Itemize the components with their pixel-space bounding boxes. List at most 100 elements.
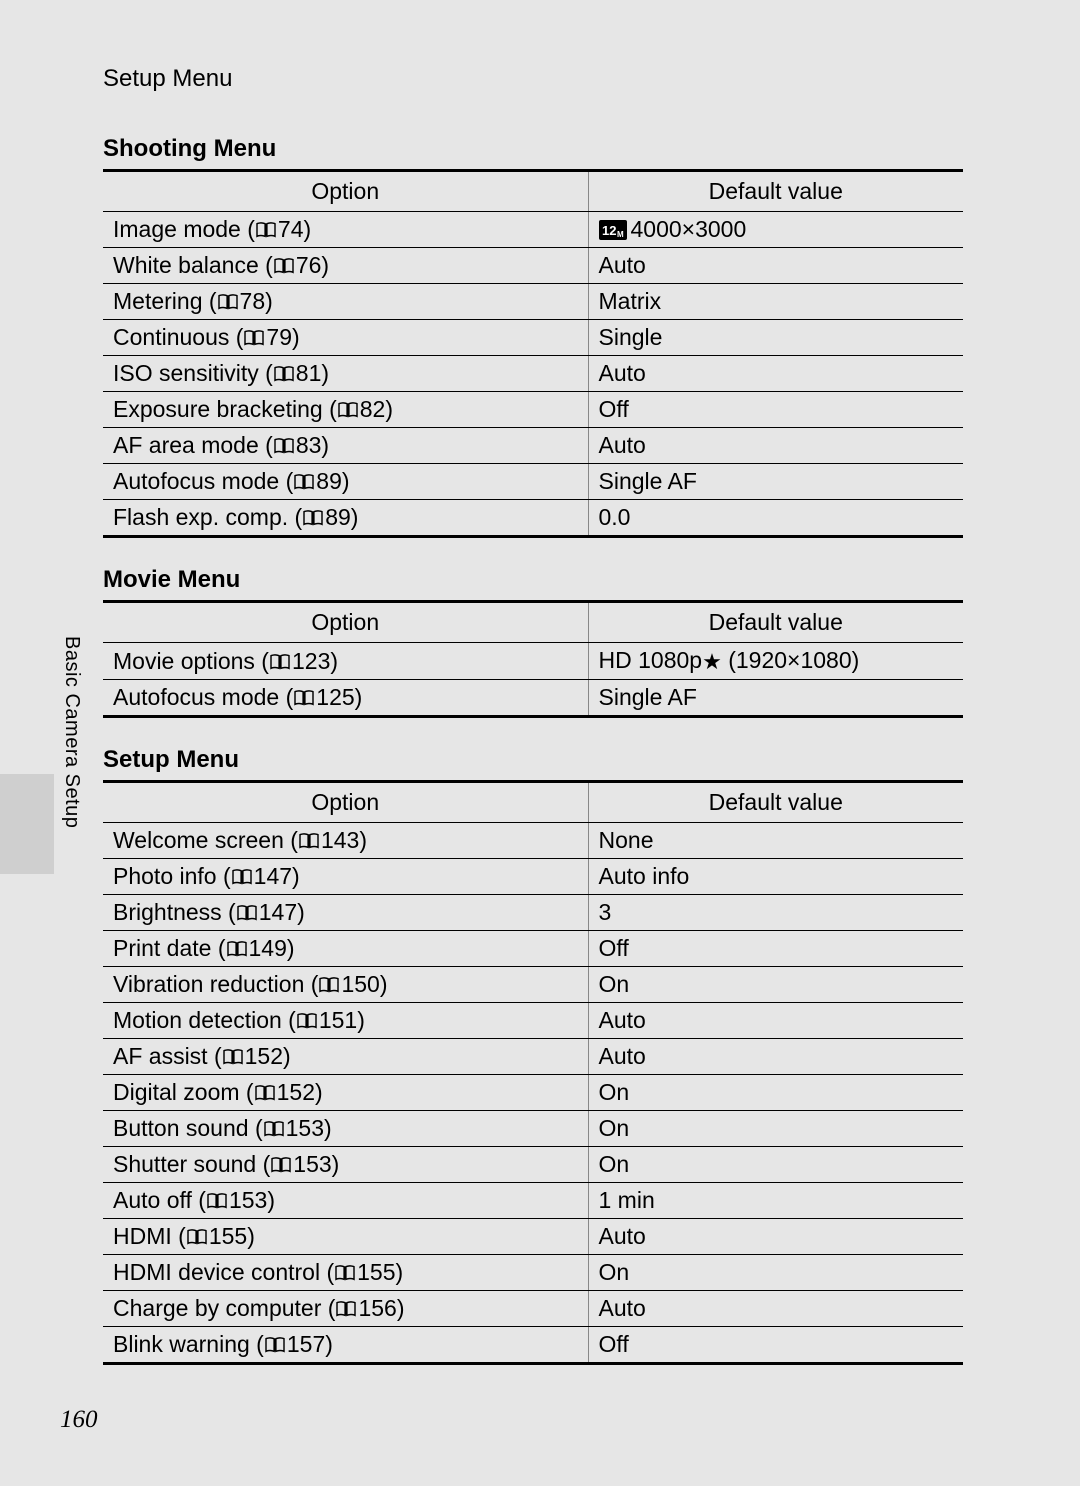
menu-section: Setup MenuOptionDefault valueWelcome scr… <box>65 746 990 1365</box>
table-row: Exposure bracketing (82)Off <box>103 392 963 428</box>
table-row: Flash exp. comp. (89) 0.0 <box>103 500 963 537</box>
default-value-text: Single AF <box>599 684 697 710</box>
default-value-cell: 1 min <box>588 1183 963 1219</box>
page-ref-icon <box>206 1192 228 1210</box>
table-row: Autofocus mode (125) Single AF <box>103 680 963 717</box>
column-header-default-value: Default value <box>588 782 963 823</box>
page-ref-number: 123 <box>292 648 330 674</box>
table-row: Charge by computer (156)Auto <box>103 1291 963 1327</box>
table-row: White balance (76)Auto <box>103 248 963 284</box>
menu-table: OptionDefault valueMovie options (123)HD… <box>103 600 963 718</box>
option-label: Autofocus mode <box>113 468 279 494</box>
menu-table: OptionDefault valueWelcome screen (143)N… <box>103 780 963 1365</box>
page-ref-number: 89 <box>325 504 351 530</box>
option-cell: Shutter sound (153) <box>103 1147 588 1183</box>
option-cell: Continuous (79) <box>103 320 588 356</box>
option-label: Metering <box>113 288 202 314</box>
default-value-text: On <box>599 1115 630 1141</box>
default-value-cell: Auto <box>588 356 963 392</box>
option-cell: Autofocus mode (125) <box>103 680 588 717</box>
page-ref-icon <box>273 365 295 383</box>
option-cell: Flash exp. comp. (89) <box>103 500 588 537</box>
table-row: Brightness (147) 3 <box>103 895 963 931</box>
page-ref-number: 149 <box>249 935 287 961</box>
page-ref-number: 81 <box>296 360 322 386</box>
option-cell: Auto off (153) <box>103 1183 588 1219</box>
page-ref-number: 89 <box>316 468 342 494</box>
page-ref-icon <box>335 1300 357 1318</box>
option-label: AF assist <box>113 1043 208 1069</box>
default-value-cell: HD 1080p★ (1920×1080) <box>588 643 963 680</box>
page-ref-icon <box>273 257 295 275</box>
option-cell: HDMI device control (155) <box>103 1255 588 1291</box>
default-value-cell: Auto <box>588 428 963 464</box>
option-label: White balance <box>113 252 259 278</box>
page-ref-icon <box>334 1264 356 1282</box>
page-ref-icon <box>337 401 359 419</box>
option-label: Digital zoom <box>113 1079 240 1105</box>
default-value-cell: On <box>588 1111 963 1147</box>
sections-container: Shooting MenuOptionDefault valueImage mo… <box>65 135 990 1365</box>
page-ref-icon <box>254 1084 276 1102</box>
option-cell: Autofocus mode (89) <box>103 464 588 500</box>
page-ref-number: 151 <box>319 1007 357 1033</box>
table-row: Shutter sound (153) On <box>103 1147 963 1183</box>
option-cell: Vibration reduction (150) <box>103 967 588 1003</box>
option-cell: Brightness (147) <box>103 895 588 931</box>
page-ref-number: 74 <box>278 216 304 242</box>
option-label: Blink warning <box>113 1331 250 1357</box>
default-value-text: Auto <box>599 252 646 278</box>
default-value-text: 0.0 <box>599 504 631 530</box>
column-header-option: Option <box>103 602 588 643</box>
default-value-cell: Single AF <box>588 680 963 717</box>
table-row: Print date (149)Off <box>103 931 963 967</box>
default-value-text: On <box>599 1079 630 1105</box>
option-cell: Blink warning (157) <box>103 1327 588 1364</box>
page-ref-icon <box>186 1228 208 1246</box>
page-ref-number: 152 <box>277 1079 315 1105</box>
svg-text:M: M <box>617 230 624 239</box>
default-value-cell: Auto <box>588 1291 963 1327</box>
table-row: Blink warning (157)Off <box>103 1327 963 1364</box>
option-cell: Charge by computer (156) <box>103 1291 588 1327</box>
column-header-option: Option <box>103 782 588 823</box>
table-row: Vibration reduction (150) On <box>103 967 963 1003</box>
page: Setup Menu Shooting MenuOptionDefault va… <box>0 0 1080 1486</box>
default-value-cell: Auto <box>588 248 963 284</box>
default-value-text: 4000×3000 <box>631 216 747 242</box>
option-label: Exposure bracketing <box>113 396 323 422</box>
option-label: HDMI <box>113 1223 172 1249</box>
default-value-text: On <box>599 1151 630 1177</box>
default-value-cell: Auto info <box>588 859 963 895</box>
value-suffix: (1920×1080) <box>722 647 859 673</box>
side-tab-label: Basic Camera Setup <box>60 636 83 828</box>
default-value-text: On <box>599 971 630 997</box>
default-value-text: Off <box>599 935 629 961</box>
column-header-default-value: Default value <box>588 602 963 643</box>
default-value-text: Single <box>599 324 663 350</box>
page-ref-number: 156 <box>358 1295 396 1321</box>
default-value-cell: Off <box>588 392 963 428</box>
default-value-cell: Off <box>588 1327 963 1364</box>
default-value-text: Auto <box>599 1007 646 1033</box>
option-label: AF area mode <box>113 432 259 458</box>
default-value-cell: Auto <box>588 1219 963 1255</box>
default-value-cell: On <box>588 1147 963 1183</box>
option-cell: Motion detection (151) <box>103 1003 588 1039</box>
default-value-text: On <box>599 1259 630 1285</box>
page-ref-icon <box>273 437 295 455</box>
default-value-cell: On <box>588 1255 963 1291</box>
default-value-cell: Single <box>588 320 963 356</box>
option-label: Flash exp. comp. <box>113 504 288 530</box>
page-ref-icon <box>293 473 315 491</box>
option-cell: Metering (78) <box>103 284 588 320</box>
table-row: Autofocus mode (89)Single AF <box>103 464 963 500</box>
default-value-text: 3 <box>599 899 612 925</box>
page-ref-icon <box>269 653 291 671</box>
page-ref-icon <box>217 293 239 311</box>
page-ref-number: 153 <box>229 1187 267 1213</box>
page-ref-icon <box>236 904 258 922</box>
table-row: Motion detection (151) Auto <box>103 1003 963 1039</box>
option-label: Motion detection <box>113 1007 282 1033</box>
option-cell: Movie options (123) <box>103 643 588 680</box>
